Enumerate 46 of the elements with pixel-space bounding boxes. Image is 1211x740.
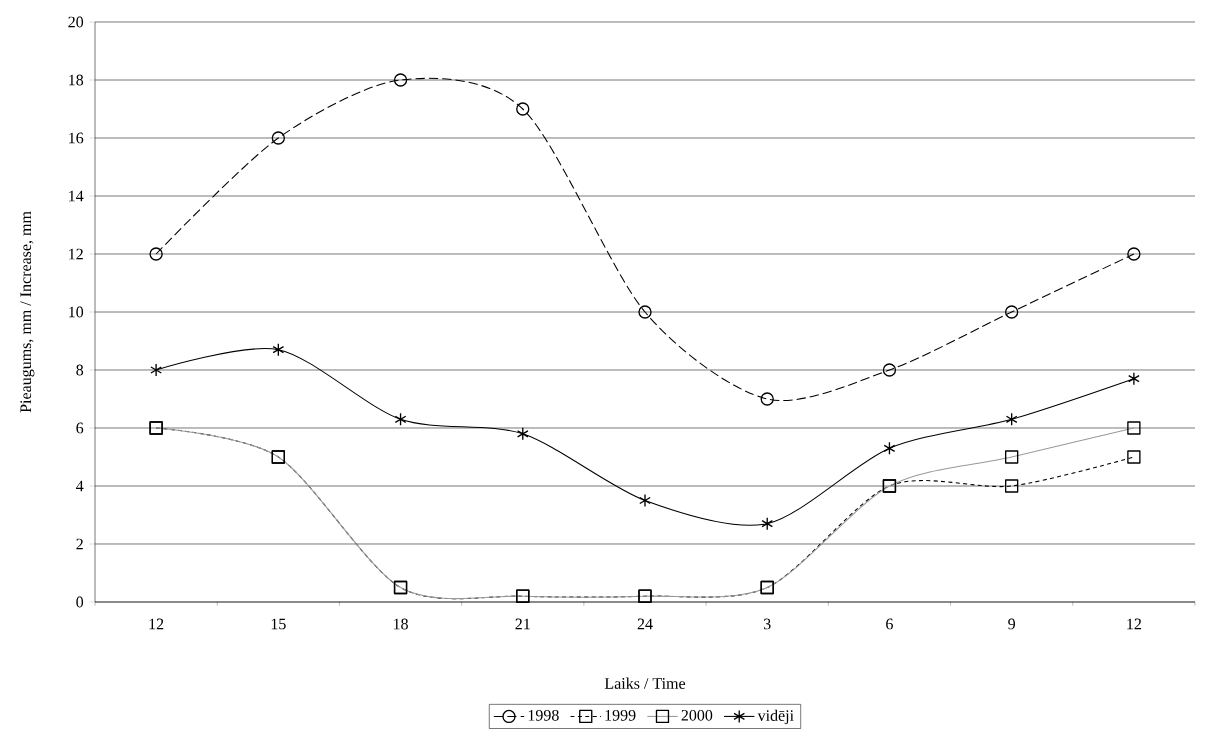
- legend-label: vidēji: [757, 709, 794, 725]
- y-tick-label: 14: [69, 190, 84, 202]
- point: [882, 363, 897, 377]
- point: [149, 247, 163, 261]
- point: [760, 392, 774, 406]
- legend-label: 2000: [681, 709, 713, 721]
- point: [394, 412, 407, 426]
- x-tick-label: 9: [1008, 618, 1015, 630]
- y-tick-label: 10: [69, 306, 84, 318]
- point: [883, 441, 896, 455]
- point: [393, 73, 408, 87]
- point: [272, 343, 285, 357]
- point: [1004, 305, 1019, 319]
- point: [638, 305, 652, 319]
- x-tick-label: 15: [271, 618, 286, 630]
- point: [1005, 412, 1018, 426]
- x-axis-title: Laiks / Time: [604, 677, 686, 689]
- y-tick-label: 12: [69, 248, 83, 260]
- y-tick-label: 2: [76, 538, 83, 550]
- point: [1127, 247, 1141, 261]
- point: [271, 131, 285, 145]
- y-tick-label: 18: [69, 74, 84, 86]
- x-tick-label: 24: [637, 618, 653, 630]
- point: [150, 363, 162, 377]
- point: [1004, 479, 1019, 493]
- y-tick-label: 4: [76, 480, 84, 492]
- x-tick-label: 12: [149, 618, 164, 630]
- legend-label: 1998: [528, 709, 559, 721]
- x-tick-label: 3: [763, 618, 771, 630]
- point: [1128, 372, 1140, 386]
- point: [1127, 450, 1141, 464]
- point: [516, 102, 530, 116]
- x-tick-label: 18: [393, 618, 408, 630]
- point: [761, 517, 774, 531]
- y-tick-label: 8: [76, 364, 84, 376]
- y-tick-label: 6: [76, 422, 84, 434]
- x-tick-label: 12: [1127, 618, 1141, 630]
- legend-label: 1999: [605, 709, 636, 721]
- x-tick-label: 6: [886, 618, 893, 630]
- y-tick-label: 16: [69, 132, 84, 144]
- y-tick-label: 0: [76, 596, 84, 608]
- x-tick-label: 21: [515, 618, 530, 630]
- point: [639, 493, 651, 508]
- y-tick-label: 20: [68, 16, 84, 28]
- y-axis-title: Pieaugums, mm / Increase, mm: [20, 211, 35, 413]
- point: [516, 427, 529, 441]
